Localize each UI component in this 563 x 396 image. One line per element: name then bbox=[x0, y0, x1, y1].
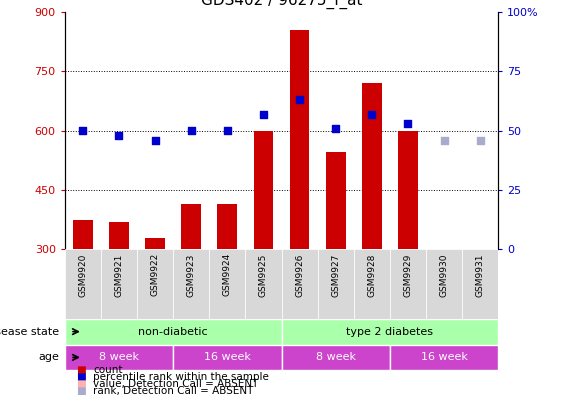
Bar bbox=[109, 222, 129, 249]
Text: ■: ■ bbox=[76, 379, 86, 389]
Text: GSM9930: GSM9930 bbox=[440, 253, 449, 297]
Bar bbox=[65, 249, 101, 323]
Text: GSM9925: GSM9925 bbox=[259, 253, 268, 297]
Text: ■: ■ bbox=[76, 386, 86, 396]
Text: 8 week: 8 week bbox=[316, 352, 356, 362]
Bar bbox=[326, 152, 346, 249]
Bar bbox=[282, 345, 390, 370]
Bar bbox=[398, 131, 418, 249]
Bar bbox=[282, 249, 318, 323]
Point bbox=[259, 111, 268, 117]
Text: rank, Detection Call = ABSENT: rank, Detection Call = ABSENT bbox=[93, 386, 253, 396]
Bar bbox=[426, 249, 462, 323]
Bar bbox=[318, 249, 354, 323]
Text: GSM9921: GSM9921 bbox=[114, 253, 123, 297]
Bar bbox=[354, 249, 390, 323]
Text: GSM9931: GSM9931 bbox=[476, 253, 485, 297]
Bar bbox=[101, 249, 137, 323]
Text: GSM9927: GSM9927 bbox=[331, 253, 340, 297]
Bar bbox=[181, 204, 201, 249]
Text: GSM9928: GSM9928 bbox=[367, 253, 376, 297]
Bar bbox=[65, 345, 173, 370]
Text: type 2 diabetes: type 2 diabetes bbox=[346, 327, 434, 337]
Point bbox=[187, 128, 196, 134]
Point bbox=[404, 120, 413, 127]
Text: percentile rank within the sample: percentile rank within the sample bbox=[93, 372, 269, 382]
Text: GSM9929: GSM9929 bbox=[404, 253, 413, 297]
Bar bbox=[253, 131, 274, 249]
Point bbox=[367, 111, 376, 117]
Bar bbox=[209, 249, 245, 323]
Bar bbox=[173, 345, 282, 370]
Bar bbox=[137, 249, 173, 323]
Bar bbox=[390, 345, 498, 370]
Point bbox=[295, 97, 304, 103]
Text: GSM9924: GSM9924 bbox=[223, 253, 232, 296]
Text: 8 week: 8 week bbox=[99, 352, 139, 362]
Point bbox=[150, 137, 159, 143]
Point bbox=[223, 128, 232, 134]
Point bbox=[440, 137, 449, 143]
Text: age: age bbox=[38, 352, 59, 362]
Bar bbox=[73, 220, 93, 249]
Text: non-diabetic: non-diabetic bbox=[138, 327, 208, 337]
Point bbox=[78, 128, 87, 134]
Bar bbox=[173, 249, 209, 323]
Bar bbox=[462, 249, 498, 323]
Point bbox=[331, 125, 340, 131]
Bar bbox=[289, 30, 310, 249]
Text: 16 week: 16 week bbox=[204, 352, 251, 362]
Text: count: count bbox=[93, 366, 122, 375]
Text: GSM9923: GSM9923 bbox=[187, 253, 196, 297]
Point bbox=[476, 137, 485, 143]
Bar bbox=[245, 249, 282, 323]
Point bbox=[114, 132, 123, 139]
Text: disease state: disease state bbox=[0, 327, 59, 337]
Bar bbox=[217, 204, 237, 249]
Bar bbox=[65, 319, 282, 345]
Bar bbox=[145, 238, 165, 249]
Bar bbox=[362, 83, 382, 249]
Text: GSM9920: GSM9920 bbox=[78, 253, 87, 297]
Title: GDS402 / 96275_f_at: GDS402 / 96275_f_at bbox=[201, 0, 362, 9]
Text: value, Detection Call = ABSENT: value, Detection Call = ABSENT bbox=[93, 379, 258, 389]
Text: ■: ■ bbox=[76, 372, 86, 382]
Text: GSM9926: GSM9926 bbox=[295, 253, 304, 297]
Text: ■: ■ bbox=[76, 366, 86, 375]
Bar bbox=[282, 319, 498, 345]
Text: GSM9922: GSM9922 bbox=[150, 253, 159, 296]
Text: 16 week: 16 week bbox=[421, 352, 467, 362]
Bar bbox=[390, 249, 426, 323]
